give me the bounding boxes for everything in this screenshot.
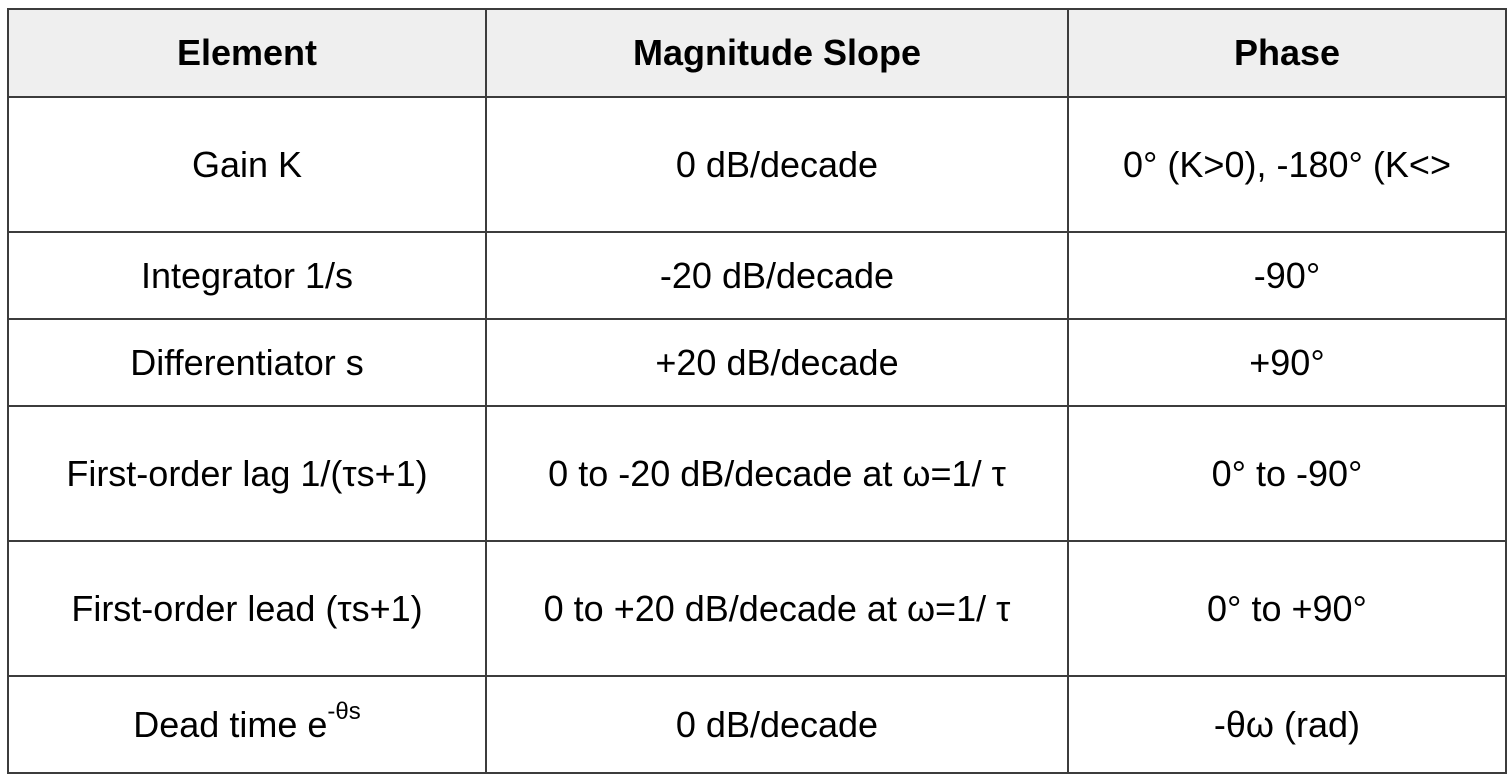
header-element: Element	[7, 8, 487, 98]
element-cell: First-order lead (τs+1)	[7, 540, 487, 677]
magnitude-cell: 0 dB/decade	[485, 96, 1069, 233]
magnitude-cell: 0 to +20 dB/decade at ω=1/ τ	[485, 540, 1069, 677]
table-row: Differentiator s +20 dB/decade +90°	[7, 318, 1507, 407]
header-row: Element Magnitude Slope Phase	[7, 8, 1507, 98]
table-row: Integrator 1/s -20 dB/decade -90°	[7, 231, 1507, 320]
phase-cell: 0° (K>0), -180° (K<>	[1067, 96, 1507, 233]
phase-cell: -90°	[1067, 231, 1507, 320]
element-cell: Gain K	[7, 96, 487, 233]
header-magnitude-slope: Magnitude Slope	[485, 8, 1069, 98]
table-row: First-order lag 1/(τs+1) 0 to -20 dB/dec…	[7, 405, 1507, 542]
table-row: Gain K 0 dB/decade 0° (K>0), -180° (K<>	[7, 96, 1507, 233]
table-body: Gain K 0 dB/decade 0° (K>0), -180° (K<> …	[7, 96, 1507, 774]
magnitude-cell: 0 dB/decade	[485, 675, 1069, 774]
element-exponent: -θs	[327, 697, 361, 725]
magnitude-cell: -20 dB/decade	[485, 231, 1069, 320]
table-row: Dead time e-θs 0 dB/decade -θω (rad)	[7, 675, 1507, 774]
table-row: First-order lead (τs+1) 0 to +20 dB/deca…	[7, 540, 1507, 677]
element-cell: Differentiator s	[7, 318, 487, 407]
magnitude-cell: +20 dB/decade	[485, 318, 1069, 407]
phase-cell: 0° to -90°	[1067, 405, 1507, 542]
magnitude-cell: 0 to -20 dB/decade at ω=1/ τ	[485, 405, 1069, 542]
element-cell: First-order lag 1/(τs+1)	[7, 405, 487, 542]
phase-cell: +90°	[1067, 318, 1507, 407]
element-cell: Integrator 1/s	[7, 231, 487, 320]
header-phase: Phase	[1067, 8, 1507, 98]
bode-elements-table: Element Magnitude Slope Phase Gain K 0 d…	[7, 8, 1507, 774]
phase-cell: -θω (rad)	[1067, 675, 1507, 774]
element-base-text: Dead time e	[133, 703, 328, 745]
table-header: Element Magnitude Slope Phase	[7, 8, 1507, 98]
phase-cell: 0° to +90°	[1067, 540, 1507, 677]
element-cell: Dead time e-θs	[7, 675, 487, 774]
